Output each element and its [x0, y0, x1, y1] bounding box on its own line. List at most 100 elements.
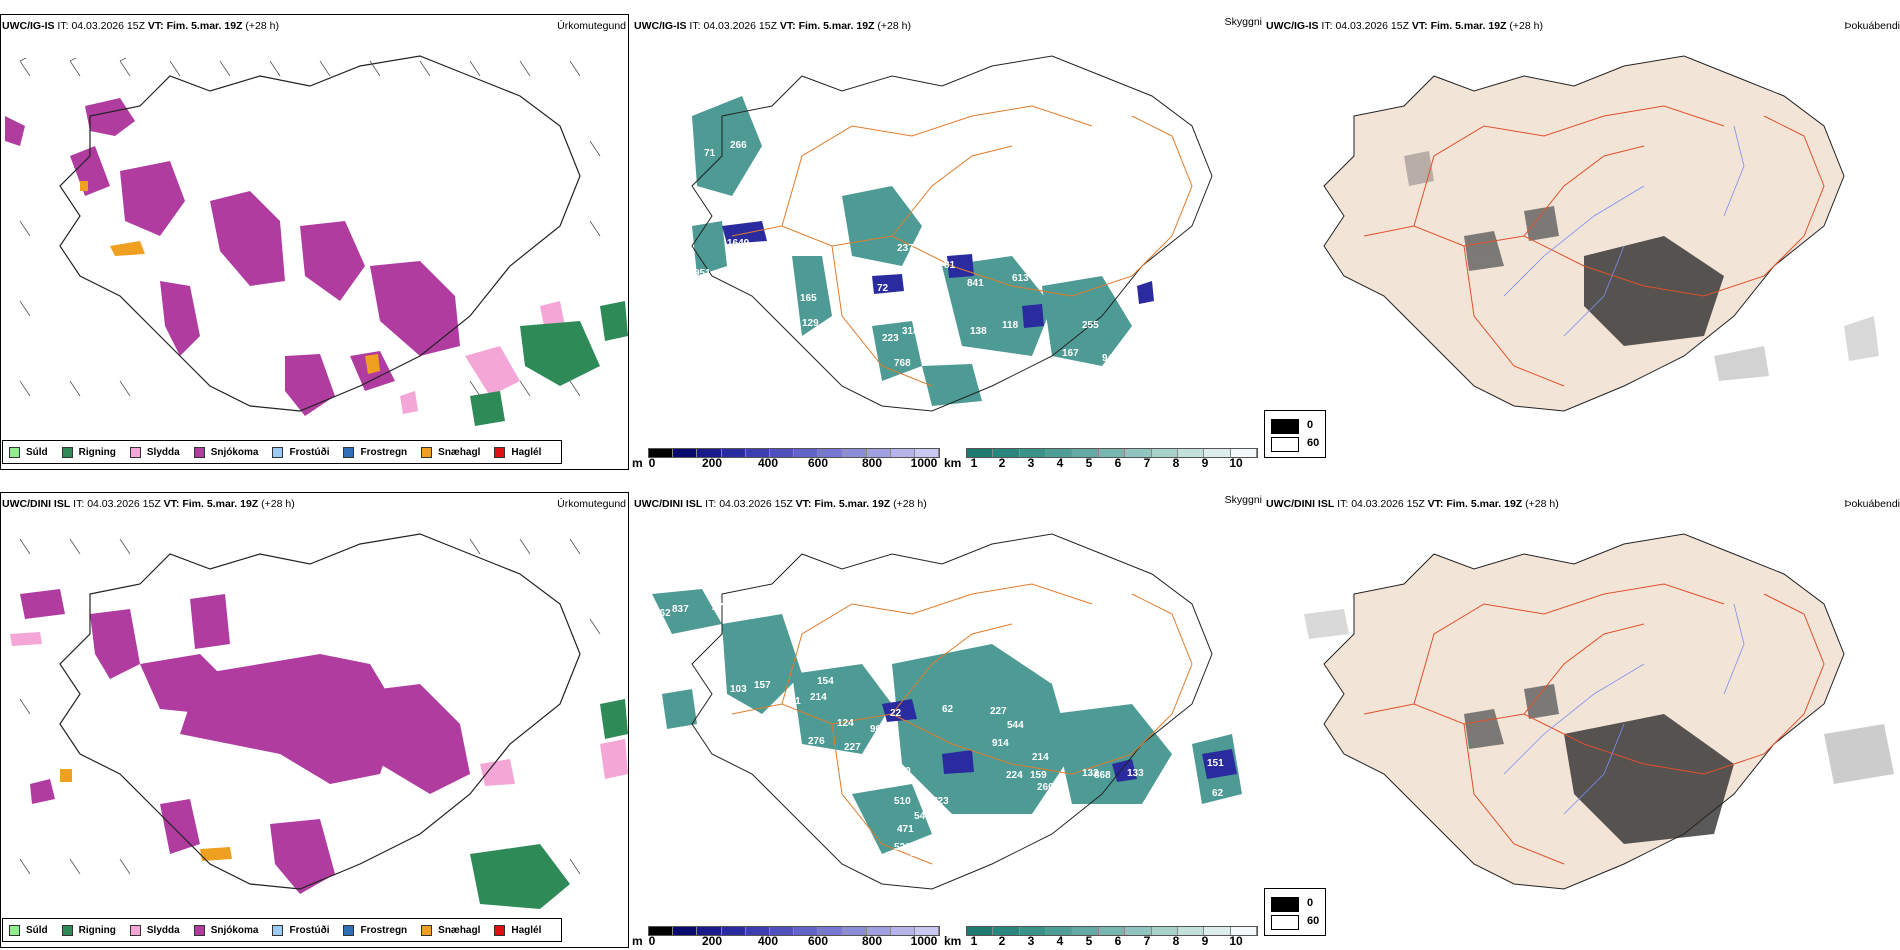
- panel-title: Þokuábendi: [1844, 498, 1900, 510]
- tick-label: 2: [998, 456, 1006, 470]
- legend-swatch: [129, 924, 141, 936]
- ceiling-label: 155: [910, 848, 927, 859]
- ceiling-label: 120: [1162, 338, 1179, 349]
- legend-item-freezing-rain: Frostregn: [343, 924, 407, 936]
- model-name: UWC/IG-IS: [2, 20, 55, 32]
- ceiling-label: 151: [1207, 758, 1224, 769]
- legend-item-sleet: Slydda: [129, 924, 180, 936]
- ceiling-label: 227: [990, 706, 1007, 717]
- tick-label: 7: [1143, 456, 1151, 470]
- panel-title: Skyggni: [1224, 16, 1262, 28]
- it-value: 04.03.2026 15Z: [87, 498, 161, 510]
- bottom-row: UWC/DINI ISL IT: 04.03.2026 15Z VT: Fim.…: [0, 488, 1900, 948]
- it-label: IT:: [1321, 20, 1333, 32]
- ceiling-colorbar-strip: [648, 448, 940, 458]
- visibility-map: 71 266 845 677 1649 63 951 237 81 841 61…: [691, 55, 1242, 412]
- tick-label: 8: [1172, 456, 1180, 470]
- panel-header: UWC/IG-IS IT: 04.03.2026 15Z VT: Fim. 5.…: [2, 20, 279, 32]
- ceiling-label: 230: [894, 766, 911, 777]
- ceiling-label: 951: [694, 268, 711, 279]
- ceiling-label: 165: [800, 293, 817, 304]
- it-value: 04.03.2026 15Z: [719, 498, 793, 510]
- panel-header: UWC/DINI ISL IT: 04.03.2026 15Z VT: Fim.…: [2, 498, 295, 510]
- ceiling-label: 124: [837, 718, 854, 729]
- legend-label: Súld: [26, 924, 48, 936]
- lead-time: (+28 h): [1525, 498, 1559, 510]
- it-value: 04.03.2026 15Z: [71, 20, 145, 32]
- tick-label: 6: [1114, 456, 1122, 470]
- ceiling-label: 22: [890, 708, 902, 719]
- ceiling-label: 81: [944, 260, 956, 271]
- fog-label-0: 0: [1307, 419, 1314, 431]
- tick-label: 1000: [910, 934, 938, 948]
- ceiling-label: 471: [897, 824, 914, 835]
- ceiling-label: 914: [992, 738, 1009, 749]
- ceiling-label: 129: [802, 318, 819, 329]
- tick-label: 4: [1056, 934, 1064, 948]
- tick-label: 9: [1201, 456, 1209, 470]
- legend-swatch: [9, 446, 20, 458]
- panel-header: UWC/DINI ISL IT: 04.03.2026 15Z VT: Fim.…: [634, 498, 927, 510]
- panel-header: UWC/IG-IS IT: 04.03.2026 15Z VT: Fim. 5.…: [634, 20, 911, 32]
- legend-item-snow-pellets: Snæhagl: [421, 446, 480, 458]
- fog-swatch-60: [1271, 437, 1299, 452]
- tick-label: 10: [1229, 934, 1243, 948]
- panel-title: Úrkomutegund: [557, 498, 626, 510]
- ceiling-unit: m: [632, 934, 643, 948]
- road-network: [731, 583, 1193, 865]
- ceiling-label: 613: [1012, 273, 1029, 284]
- fog-label-0: 0: [1307, 897, 1314, 909]
- wind-barbs: [19, 538, 601, 875]
- precip-legend: Súld Rigning Slydda Snjókoma Frostúði Fr…: [2, 440, 563, 464]
- river-network: [1503, 125, 1745, 337]
- ceiling-label: 841: [967, 278, 984, 289]
- ceiling-label: 154: [817, 676, 834, 687]
- ceiling-label: 132: [1082, 768, 1099, 779]
- legend-swatch: [421, 924, 433, 936]
- tick-label: 1: [970, 456, 978, 470]
- ceiling-label: 62: [942, 704, 954, 715]
- low-visibility-areas: [652, 589, 1242, 854]
- legend-swatch: [343, 446, 355, 458]
- legend-label: Haglél: [511, 924, 542, 936]
- legend-swatch: [61, 924, 73, 936]
- precip-map: [5, 55, 628, 426]
- ceiling-label: 318: [902, 326, 919, 337]
- ceiling-label: 118: [1002, 320, 1019, 331]
- ceiling-label: 71: [704, 148, 716, 159]
- legend-swatch: [494, 446, 506, 458]
- map-frame: [0, 14, 629, 470]
- legend-label: Snæhagl: [438, 924, 481, 936]
- ceiling-label: 301: [1182, 388, 1199, 399]
- tick-label: 2: [998, 934, 1006, 948]
- low-ceiling-areas: [882, 699, 1237, 782]
- rain-areas: [470, 301, 628, 426]
- vt-label: VT:: [1411, 20, 1428, 32]
- ceiling-label: 868: [1094, 770, 1111, 781]
- legend-label: Slydda: [146, 446, 180, 458]
- tick-label: 0: [648, 934, 656, 948]
- legend-item-freezing-drizzle: Frostúði: [272, 446, 329, 458]
- ceiling-label: 677: [772, 193, 789, 204]
- legend-label: Haglél: [511, 446, 542, 458]
- it-label: IT:: [57, 20, 69, 32]
- fog-label-60: 60: [1307, 915, 1320, 927]
- ceiling-label: 837: [672, 604, 689, 615]
- ceiling-label: 545: [914, 811, 931, 822]
- iceland-land: [1323, 533, 1845, 890]
- fog-map: [1323, 55, 1879, 412]
- it-value: 04.03.2026 15Z: [703, 20, 777, 32]
- model-name: UWC/IG-IS: [1266, 20, 1319, 32]
- ceiling-label: 541: [784, 696, 801, 707]
- ceiling-label: 768: [894, 358, 911, 369]
- ceiling-label: 582: [640, 624, 657, 635]
- ceiling-label: 214: [1032, 752, 1049, 763]
- vt-label: VT:: [795, 498, 812, 510]
- tick-label: 800: [861, 456, 883, 470]
- precip-legend: Súld Rigning Slydda Snjókoma Frostúði Fr…: [2, 918, 563, 942]
- legend-item-freezing-rain: Frostregn: [343, 446, 407, 458]
- ceiling-label: 62: [1212, 788, 1224, 799]
- legend-item-snow-pellets: Snæhagl: [421, 924, 481, 936]
- legend-item-snow: Snjókoma: [193, 924, 258, 936]
- fog-panel-bottom: UWC/DINI ISL IT: 04.03.2026 15Z VT: Fim.…: [1264, 488, 1900, 948]
